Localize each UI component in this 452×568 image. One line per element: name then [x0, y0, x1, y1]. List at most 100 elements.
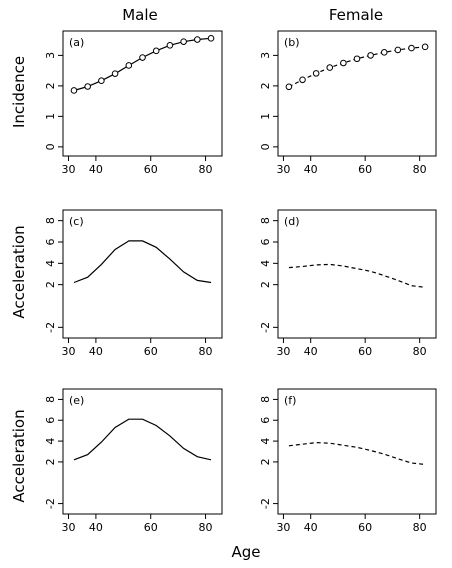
panel-e-frame [62, 388, 223, 515]
panel-a-point [207, 35, 215, 42]
panel-b-xtick-label: 30 [276, 163, 290, 176]
panel-b-ytick-label: 0 [259, 143, 272, 150]
panel-c-xtick-label: 80 [199, 345, 213, 358]
panel-b-point [421, 43, 429, 51]
panel-b-point [285, 83, 293, 91]
panel-f-ytick-label: -2 [259, 498, 272, 509]
panel-b-point [353, 55, 361, 63]
panel-f-xtick-label: 30 [276, 521, 290, 534]
panel-e-xtick-label: 40 [89, 521, 103, 534]
panel-f-series-line [288, 441, 426, 466]
panel-e-xtick-label: 30 [61, 521, 75, 534]
panel-b: (b) 30 40 60 80 0 1 2 3 [259, 30, 437, 176]
panel-c-ytick-label: -2 [44, 322, 57, 333]
panel-d-ytick-label: 2 [259, 281, 272, 288]
panel-a-point [139, 54, 146, 61]
panel-f-tag: (f) [284, 394, 296, 407]
panel-d-xtick-label: 60 [358, 345, 372, 358]
panel-f-frame [277, 388, 437, 515]
panel-a-ytick-label: 2 [44, 82, 57, 89]
panel-a-xtick-label: 80 [199, 163, 213, 176]
panel-a: (a) 30 40 60 80 0 1 2 3 [44, 30, 223, 176]
panel-a-ytick-label: 0 [44, 143, 57, 150]
panel-e-xtick-label: 60 [144, 521, 158, 534]
panel-c-tag: (c) [69, 215, 84, 228]
x-axis-label-age: Age [231, 543, 260, 561]
panel-b-frame [277, 30, 437, 157]
panel-d-ytick-label: 8 [259, 217, 272, 224]
panel-c-xtick-label: 40 [89, 345, 103, 358]
panel-c-ytick-label: 4 [44, 260, 57, 267]
row-ylabel-acceleration-2: Acceleration [10, 409, 28, 502]
panel-b-ytick-label: 1 [259, 113, 272, 120]
panel-a-point [194, 36, 201, 43]
panel-a-point [125, 62, 133, 69]
column-title-male: Male [122, 6, 158, 24]
panel-b-point [367, 52, 374, 59]
panel-c-ytick-label: 8 [44, 217, 57, 224]
panel-f-xtick-label: 80 [413, 521, 427, 534]
panel-f-xtick-label: 60 [358, 521, 372, 534]
panel-d-ytick-label: -2 [259, 322, 272, 333]
panel-f-ytick-label: 6 [259, 417, 272, 424]
panel-b-point [326, 64, 334, 71]
panel-e-ytick-label: 8 [44, 396, 57, 403]
panel-e-ytick-label: -2 [44, 498, 57, 509]
column-title-female: Female [329, 6, 383, 24]
panel-f-ytick-label: 8 [259, 396, 272, 403]
panel-d-xtick-label: 30 [276, 345, 290, 358]
panel-c-ytick-label: 6 [44, 239, 57, 246]
panel-d-series-line [288, 263, 426, 288]
panel-b-tag: (b) [284, 36, 300, 49]
panel-a-point [111, 70, 119, 77]
panel-f: (f) 30 40 60 80 -2 2 4 6 8 [259, 388, 437, 534]
panel-a-point [70, 87, 78, 94]
panel-a-ytick-label: 3 [44, 52, 57, 59]
panel-e-ytick-label: 4 [44, 438, 57, 445]
panel-d-tag: (d) [284, 215, 300, 228]
panel-b-point [299, 76, 306, 84]
panels-group: (a) 30 40 60 80 0 1 2 3 (b) 30 40 60 80 0 1 2 3 (c) 30 40 60 8… [44, 30, 437, 534]
panel-e-series-line [73, 418, 212, 461]
panel-a-xtick-label: 60 [144, 163, 158, 176]
panel-a-point [152, 47, 160, 55]
panel-e-xtick-label: 80 [199, 521, 213, 534]
panel-b-ytick-label: 3 [259, 52, 272, 59]
panel-c-xtick-label: 60 [144, 345, 158, 358]
panel-a-ytick-label: 1 [44, 113, 57, 120]
panel-d-frame [277, 209, 437, 339]
panel-a-point [180, 38, 187, 45]
panel-c: (c) 30 40 60 80 -2 2 4 6 8 [44, 209, 223, 358]
panel-b-xtick-label: 40 [304, 163, 318, 176]
row-ylabel-acceleration-1: Acceleration [10, 225, 28, 318]
panel-a-series-line [73, 37, 212, 92]
panel-b-point [340, 59, 347, 67]
panel-f-xtick-label: 40 [304, 521, 318, 534]
panel-a-point [98, 77, 105, 84]
panel-a-point [166, 42, 174, 49]
panel-d: (d) 30 40 60 80 -2 2 4 6 8 [259, 209, 437, 358]
panel-b-point [394, 46, 402, 54]
panel-a-tag: (a) [69, 36, 84, 49]
panel-a-point [84, 83, 91, 90]
panel-b-xtick-label: 80 [413, 163, 427, 176]
panel-f-ytick-label: 4 [259, 438, 272, 445]
panel-a-xtick-label: 40 [89, 163, 103, 176]
panel-f-ytick-label: 2 [259, 458, 272, 465]
panel-b-point [408, 44, 415, 52]
panel-b-ytick-label: 2 [259, 82, 272, 89]
panel-b-series-line [288, 46, 426, 88]
panel-a-frame [62, 30, 223, 157]
panel-e-ytick-label: 2 [44, 458, 57, 465]
panel-c-series-line [73, 240, 212, 284]
panel-d-xtick-label: 40 [304, 345, 318, 358]
panel-b-point [380, 49, 388, 56]
panel-b-point [312, 70, 320, 77]
panel-a-xtick-label: 30 [61, 163, 75, 176]
panel-c-ytick-label: 2 [44, 281, 57, 288]
panel-c-frame [62, 209, 223, 339]
panel-d-ytick-label: 4 [259, 260, 272, 267]
panel-e-tag: (e) [69, 394, 84, 407]
panel-e: (e) 30 40 60 80 -2 2 4 6 8 [44, 388, 223, 534]
